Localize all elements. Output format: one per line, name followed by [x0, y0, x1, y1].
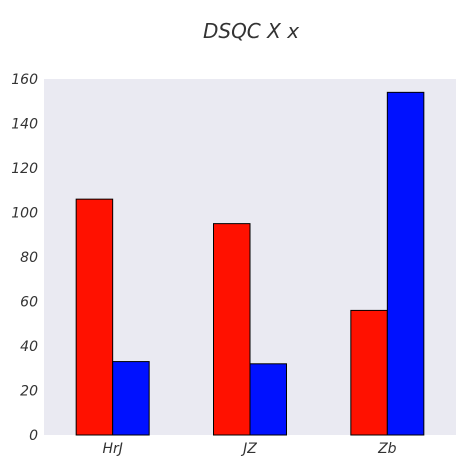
x-tick-label: HrJ [102, 441, 122, 457]
y-tick-label: 100 [11, 206, 38, 222]
bar-zb-series-2 [386, 91, 425, 436]
chart-title: DSQC X x [203, 19, 299, 43]
x-axis: HrJ JZ Zb [102, 441, 396, 457]
y-tick-label: 140 [11, 117, 38, 133]
y-tick-label: 80 [20, 250, 38, 266]
x-tick-label: JZ [240, 441, 257, 457]
bar-hrj-series-1 [75, 198, 114, 436]
y-tick-label: 40 [20, 339, 38, 355]
bar-zb-series-1 [350, 309, 388, 436]
y-tick-label: 160 [11, 72, 38, 88]
bar-jz-series-1 [213, 223, 251, 436]
y-tick-label: 0 [29, 428, 38, 444]
y-tick-label: 60 [20, 295, 38, 311]
bar-hrj-series-2 [112, 361, 150, 436]
bar-jz-series-2 [249, 363, 287, 436]
y-tick-label: 20 [20, 384, 38, 400]
y-tick-label: 120 [11, 161, 38, 177]
bars [75, 91, 425, 436]
y-axis: 0 20 40 60 80 100 120 140 160 [11, 72, 38, 444]
x-tick-label: Zb [377, 441, 397, 457]
